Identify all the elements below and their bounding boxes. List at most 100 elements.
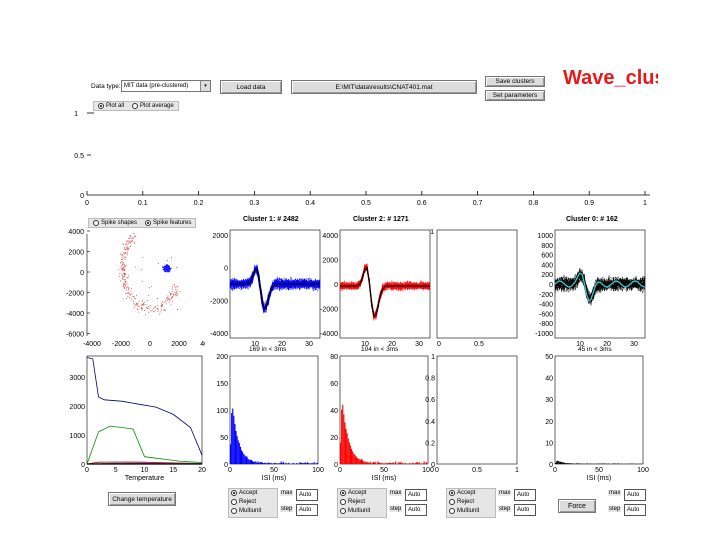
accept-option[interactable]: Accept xyxy=(449,490,475,496)
reject-option[interactable]: Reject xyxy=(449,499,474,505)
isi-bar xyxy=(269,463,271,464)
accept-radio[interactable] xyxy=(449,490,455,496)
isi-bar xyxy=(379,462,381,464)
isi-bar xyxy=(412,462,414,464)
save-clusters-button[interactable]: Save clusters xyxy=(485,76,545,87)
isi-y-tick: 150 xyxy=(216,381,228,388)
multiunit-radio[interactable] xyxy=(449,508,455,514)
reject-radio[interactable] xyxy=(340,499,346,505)
cluster-2-point xyxy=(174,284,176,286)
force-button[interactable]: Force xyxy=(558,499,596,513)
cluster-1-point xyxy=(169,270,171,272)
chevron-down-icon[interactable]: ▾ xyxy=(200,81,210,91)
cluster-2-point xyxy=(124,256,126,258)
multiunit-option[interactable]: Multiunit xyxy=(340,508,370,514)
data-type-select[interactable]: MIT data (pre-clustered) ▾ xyxy=(121,80,211,92)
isi-bar xyxy=(367,462,369,464)
top-y-tick: 0.5 xyxy=(74,153,84,160)
cluster-2-point xyxy=(122,261,124,263)
multiunit-option[interactable]: Multiunit xyxy=(449,508,479,514)
waveform-trace xyxy=(339,266,431,317)
load-data-button[interactable]: Load data xyxy=(220,80,282,94)
cluster-2-point xyxy=(150,310,152,312)
reject-radio[interactable] xyxy=(231,499,237,505)
accept-option[interactable]: Accept xyxy=(340,490,366,496)
reject-radio[interactable] xyxy=(449,499,455,505)
isi-bar xyxy=(415,462,417,464)
accept-radio[interactable] xyxy=(231,490,237,496)
cluster-2-point xyxy=(130,241,132,243)
waveform-y-tick: -2000 xyxy=(210,298,228,305)
isi-bar xyxy=(253,461,255,464)
cluster-2-point xyxy=(124,251,126,253)
cluster-2-point xyxy=(150,305,152,307)
cluster-0-point xyxy=(149,287,151,289)
cluster-2-point xyxy=(164,302,166,304)
mean-waveform xyxy=(340,266,430,318)
cluster-2-point xyxy=(143,301,145,303)
set-parameters-button[interactable]: Set parameters xyxy=(485,90,545,101)
cluster-2-point xyxy=(167,295,169,297)
cluster-2-point xyxy=(125,258,127,260)
cluster-2-point xyxy=(166,300,168,302)
cluster-2-point xyxy=(128,249,130,251)
reject-option[interactable]: Reject xyxy=(231,499,256,505)
temperature-x-tick: 5 xyxy=(114,467,118,474)
empty-isi-panel: 1 0.8 0.6 0.4 0.2 00 0.5 1 xyxy=(425,354,519,474)
cluster-2-point xyxy=(164,308,166,310)
cluster-2-point xyxy=(148,308,150,310)
max-auto-field[interactable]: Auto xyxy=(624,489,646,501)
isi-bar xyxy=(277,463,279,464)
isi-bar xyxy=(316,462,318,464)
feature-y-tick: -4000 xyxy=(66,311,84,318)
cluster-1-point xyxy=(163,269,166,271)
isi-x-tick: 100 xyxy=(312,467,324,474)
accept-radio[interactable] xyxy=(340,490,346,496)
plot-average-radio[interactable] xyxy=(132,103,139,109)
isi-y-tick: 200 xyxy=(216,354,228,361)
plot-all-radio[interactable] xyxy=(98,103,104,109)
multiunit-radio[interactable] xyxy=(340,508,346,514)
cluster-0-point xyxy=(164,310,166,312)
spike-shapes-label: Spike shapes xyxy=(101,220,138,226)
isi-bar xyxy=(346,433,348,464)
cluster-2-point xyxy=(127,287,129,289)
isi-bar xyxy=(347,438,349,464)
step-auto-field[interactable]: Auto xyxy=(296,504,318,516)
cluster-2-point xyxy=(129,242,131,244)
reject-option[interactable]: Reject xyxy=(340,499,365,505)
isi-bar xyxy=(232,408,234,464)
step-auto-field[interactable]: Auto xyxy=(514,504,536,516)
step-auto-field[interactable]: Auto xyxy=(624,504,646,516)
max-auto-field[interactable]: Auto xyxy=(296,489,318,501)
cluster-2-point xyxy=(123,253,125,255)
cluster-1-point xyxy=(162,268,164,270)
cluster-2-point xyxy=(175,287,177,289)
max-auto-field[interactable]: Auto xyxy=(514,489,536,501)
multiunit-radio[interactable] xyxy=(231,508,237,514)
accept-option[interactable]: Accept xyxy=(231,490,257,496)
spike-shapes-radio[interactable] xyxy=(93,220,99,226)
isi-bar xyxy=(414,463,416,464)
multiunit-label: Multiunit xyxy=(239,508,262,514)
cluster-2-point xyxy=(126,247,128,249)
isi-bar xyxy=(404,462,406,464)
isi-bar xyxy=(242,451,244,464)
spike-features-radio[interactable] xyxy=(145,220,152,226)
cluster-2-point xyxy=(167,296,169,298)
top-x-tick-label: 0.5 xyxy=(361,200,371,207)
file-path-field[interactable]: E:\MIT\data\results\CNAT401.mat xyxy=(291,80,477,94)
isi-bar xyxy=(374,462,376,464)
isi-bar xyxy=(351,449,353,464)
change-temperature-button[interactable]: Change temperature xyxy=(108,492,176,506)
cluster-1-waveforms: 2000 0 -2000 -4000 10 20 30 xyxy=(210,229,321,348)
step-label: step xyxy=(608,506,622,512)
max-auto-field[interactable]: Auto xyxy=(405,489,427,501)
step-auto-field[interactable]: Auto xyxy=(405,504,427,516)
isi-bar xyxy=(557,460,559,464)
multiunit-option[interactable]: Multiunit xyxy=(231,508,261,514)
cluster-2-point xyxy=(135,236,137,238)
plot-all-label: Plot all xyxy=(106,103,125,109)
isi-bar xyxy=(375,462,377,464)
waveform-x-tick: 20 xyxy=(278,341,286,348)
